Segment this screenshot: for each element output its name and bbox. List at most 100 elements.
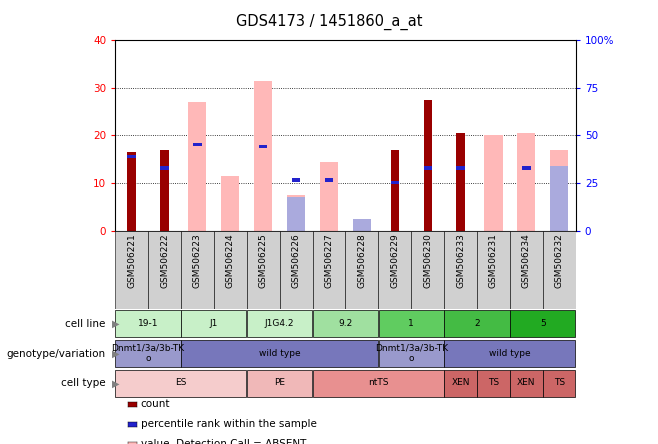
Text: GSM506233: GSM506233 [456,233,465,288]
Text: cell type: cell type [61,378,105,388]
Bar [424,166,432,170]
Text: Dnmt1/3a/3b-TK
o: Dnmt1/3a/3b-TK o [374,343,448,363]
Bar [313,231,345,309]
Bar [543,231,576,309]
Bar [353,219,371,231]
Text: count: count [141,400,170,409]
Text: TS: TS [554,378,565,387]
Bar [259,145,267,148]
Bar [517,133,536,231]
Text: 9.2: 9.2 [338,319,353,328]
Text: 1: 1 [409,319,414,328]
Bar [444,231,477,309]
Bar [484,135,503,231]
Bar [292,178,300,182]
Text: GSM506228: GSM506228 [357,233,367,288]
Bar [477,231,510,309]
Bar [247,310,312,337]
Bar [550,150,569,231]
Bar [379,310,443,337]
Bar [444,370,476,397]
Bar [116,310,180,337]
Text: XEN: XEN [517,378,536,387]
Bar [444,310,509,337]
Text: J1G4.2: J1G4.2 [265,319,294,328]
Bar [391,150,399,231]
Text: 2: 2 [474,319,480,328]
Text: cell line: cell line [65,319,105,329]
Text: genotype/variation: genotype/variation [6,349,105,359]
Text: GSM506231: GSM506231 [489,233,498,288]
Text: GSM506234: GSM506234 [522,233,531,288]
Bar [181,340,378,367]
Bar [353,219,371,231]
Bar [181,231,214,309]
Bar [280,231,313,309]
Bar [116,340,180,367]
Bar [522,166,530,170]
Bar [287,198,305,231]
Text: GSM506229: GSM506229 [390,233,399,288]
Bar [457,166,465,170]
Text: 5: 5 [540,319,545,328]
Bar [550,166,569,231]
Bar [287,195,305,231]
Text: GSM506230: GSM506230 [423,233,432,288]
Bar [221,176,240,231]
Bar [115,231,148,309]
Text: Dnmt1/3a/3b-TK
o: Dnmt1/3a/3b-TK o [111,343,185,363]
Text: GSM506223: GSM506223 [193,233,202,288]
Text: value, Detection Call = ABSENT: value, Detection Call = ABSENT [141,440,306,444]
Bar [424,99,432,231]
Bar [161,150,168,231]
Text: GSM506226: GSM506226 [291,233,301,288]
Bar [544,370,575,397]
Text: TS: TS [488,378,499,387]
Bar [444,340,575,367]
Bar [411,231,444,309]
Text: ▶: ▶ [112,349,119,359]
Text: ▶: ▶ [112,378,119,388]
Bar [320,162,338,231]
Bar [313,310,378,337]
Text: GSM506227: GSM506227 [324,233,334,288]
Bar [510,370,542,397]
Text: GDS4173 / 1451860_a_at: GDS4173 / 1451860_a_at [236,13,422,29]
Text: ▶: ▶ [112,319,119,329]
Text: GSM506232: GSM506232 [555,233,564,288]
Bar [188,102,207,231]
Text: GSM506225: GSM506225 [259,233,268,288]
Bar [181,310,246,337]
Bar [345,231,378,309]
Bar [148,231,181,309]
Bar [254,80,272,231]
Bar [510,231,543,309]
Bar [128,155,136,158]
Text: wild type: wild type [489,349,531,357]
Text: ES: ES [175,378,187,387]
Text: PE: PE [274,378,285,387]
Text: XEN: XEN [451,378,470,387]
Bar [510,310,575,337]
Bar [193,143,201,146]
Bar [161,166,168,170]
Bar [128,152,136,231]
Bar [391,181,399,184]
Bar [313,370,443,397]
Bar [247,370,312,397]
Bar [477,370,509,397]
Bar [378,231,411,309]
Text: ntTS: ntTS [368,378,389,387]
Bar [325,178,333,182]
Bar [214,231,247,309]
Bar [247,231,280,309]
Bar [116,370,246,397]
Text: percentile rank within the sample: percentile rank within the sample [141,420,316,429]
Text: J1: J1 [210,319,218,328]
Text: GSM506224: GSM506224 [226,233,235,288]
Bar [457,133,465,231]
Text: GSM506222: GSM506222 [160,233,169,288]
Text: GSM506221: GSM506221 [127,233,136,288]
Text: 19-1: 19-1 [138,319,159,328]
Bar [379,340,443,367]
